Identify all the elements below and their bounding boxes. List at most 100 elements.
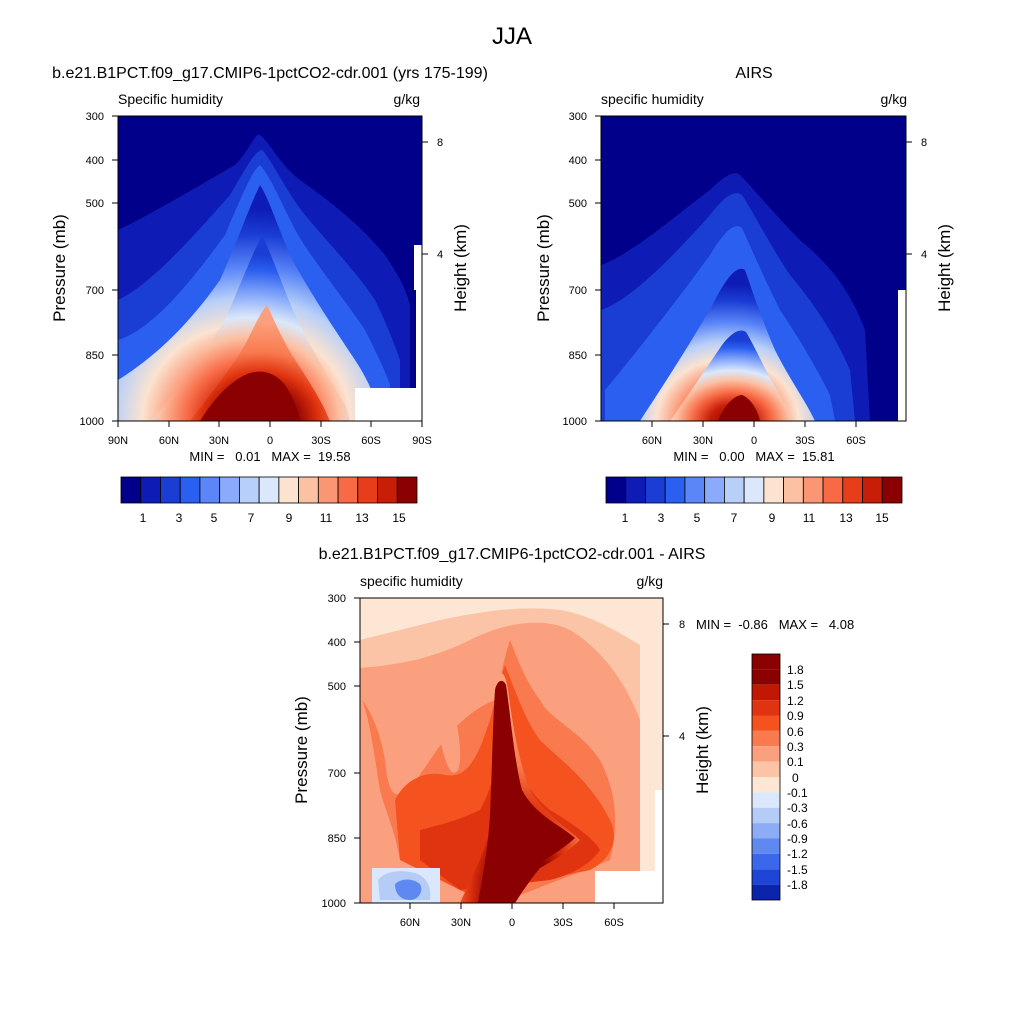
panel-model: b.e21.B1PCT.f09_g17.CMIP6-1pctCO2-cdr.00… — [50, 65, 488, 525]
panel-diff: b.e21.B1PCT.f09_g17.CMIP6-1pctCO2-cdr.00… — [292, 546, 854, 929]
colorbar-swatch — [752, 807, 780, 824]
y-axis-label: Pressure (mb) — [50, 214, 69, 322]
colorbar-swatch — [752, 761, 780, 777]
panel-diff-y2-axis: 8 4 Height (km) — [663, 619, 712, 794]
colorbar-swatch — [238, 476, 260, 504]
y-tick-label: 500 — [569, 198, 587, 210]
colorbar-label: 13 — [839, 511, 853, 525]
colorbar-label: 1.2 — [787, 694, 804, 708]
colorbar-swatch — [783, 476, 804, 504]
colorbar-swatch — [396, 476, 418, 504]
y-tick-label: 700 — [328, 768, 346, 780]
colorbar-swatch — [752, 669, 780, 685]
colorbar-swatch — [743, 476, 765, 504]
y-tick-label: 1000 — [563, 416, 587, 428]
colorbar-swatch — [881, 476, 903, 504]
y-axis-label: Pressure (mb) — [292, 696, 311, 804]
y-tick-label: 700 — [569, 285, 587, 297]
y-tick-label: 700 — [86, 285, 104, 297]
colorbar-airs: 1 3 5 7 9 11 13 15 — [605, 476, 903, 525]
colorbar-swatch — [199, 476, 221, 504]
colorbar-label: 5 — [211, 511, 218, 525]
colorbar-swatch — [179, 476, 201, 504]
y-tick-label: 300 — [86, 111, 104, 123]
colorbar-swatch — [140, 476, 161, 504]
panel-model-y2-axis: 8 4 Height (km) — [422, 137, 470, 312]
colorbar-label: -1.5 — [787, 863, 808, 877]
colorbar-swatch — [802, 476, 824, 504]
y-tick-label: 850 — [569, 350, 587, 362]
colorbar-swatch — [357, 476, 378, 504]
colorbar-label: -1.8 — [787, 878, 808, 892]
x-tick-label: 60S — [361, 435, 381, 447]
panel-airs-y2-axis: 8 4 Height (km) — [906, 137, 954, 312]
y-tick-label: 400 — [86, 155, 104, 167]
panel-airs-title: AIRS — [735, 65, 772, 82]
x-tick-label: 60N — [642, 435, 662, 447]
colorbar-swatch — [704, 476, 725, 504]
x-tick-label: 60S — [846, 435, 866, 447]
panel-diff-left-label: specific humidity — [360, 573, 463, 589]
panel-airs-left-label: specific humidity — [601, 91, 704, 107]
panel-model-left-label: Specific humidity — [118, 91, 223, 107]
y-tick-label: 850 — [86, 350, 104, 362]
panel-diff-x-axis: 60N 30N 0 30S 60S — [400, 903, 624, 929]
colorbar-swatch — [822, 476, 844, 504]
colorbar-swatch — [337, 476, 359, 504]
colorbar-swatch — [752, 684, 780, 701]
colorbar-swatch — [752, 869, 780, 885]
colorbar-label: 11 — [320, 511, 333, 525]
panel-diff-stats: MIN = -0.86 MAX = 4.08 — [696, 617, 854, 632]
panel-model-title: b.e21.B1PCT.f09_g17.CMIP6-1pctCO2-cdr.00… — [52, 65, 488, 82]
x-tick-label: 0 — [509, 917, 515, 929]
colorbar-swatch — [752, 715, 780, 731]
panel-diff-title: b.e21.B1PCT.f09_g17.CMIP6-1pctCO2-cdr.00… — [319, 546, 706, 563]
colorbar-label: -0.1 — [787, 786, 808, 800]
panel-airs-y-axis: 300 400 500 700 850 1000 Pressure (mb) — [534, 111, 601, 428]
panel-airs-plot-area — [600, 115, 907, 422]
colorbar-label: 13 — [355, 511, 369, 525]
panel-diff-plot-area — [359, 597, 664, 904]
colorbar-swatch — [298, 476, 319, 504]
colorbar-label: 15 — [392, 511, 406, 525]
y2-tick-label: 4 — [437, 249, 443, 261]
colorbar-label: 0 — [792, 771, 799, 785]
colorbar-label: -0.9 — [787, 832, 808, 846]
panel-model-y-axis: 300 400 500 700 850 1000 Pressure (mb) — [50, 111, 118, 428]
y-tick-label: 300 — [569, 111, 587, 123]
colorbar-swatch — [752, 730, 780, 747]
colorbar-swatch — [258, 476, 280, 504]
x-tick-label: 0 — [267, 435, 273, 447]
y-tick-label: 500 — [86, 198, 104, 210]
panel-model-right-label: g/kg — [394, 91, 420, 107]
colorbar-swatch — [278, 476, 300, 504]
panel-diff-y-axis: 300 400 500 700 850 1000 Pressure (mb) — [292, 593, 360, 910]
colorbar-diff: 1.8 1.5 1.2 0.9 0.6 0.3 0.1 0 -0.1 -0.3 … — [751, 653, 808, 901]
colorbar-swatch — [752, 823, 780, 839]
colorbar-swatch — [724, 476, 745, 504]
colorbar-swatches — [120, 476, 418, 504]
x-tick-label: 0 — [751, 435, 757, 447]
y2-axis-label: Height (km) — [935, 224, 954, 312]
colorbar-swatch — [752, 853, 780, 870]
x-tick-label: 60S — [604, 917, 624, 929]
colorbar-label: 1.5 — [787, 678, 804, 692]
y2-tick-label: 4 — [679, 731, 685, 743]
colorbar-swatch — [752, 654, 780, 670]
colorbar-swatch — [317, 476, 339, 504]
colorbar-swatch — [752, 746, 780, 762]
colorbar-swatch — [752, 777, 780, 793]
y-tick-label: 1000 — [80, 416, 104, 428]
colorbar-label: 9 — [286, 511, 293, 525]
x-tick-label: 30N — [209, 435, 229, 447]
colorbar-label: 0.9 — [787, 709, 804, 723]
panel-model-stats: MIN = 0.01 MAX = 19.58 — [189, 449, 350, 464]
colorbar-label: 1.8 — [787, 663, 804, 677]
x-tick-label: 30N — [451, 917, 471, 929]
colorbar-label: 3 — [658, 511, 665, 525]
colorbar-swatch — [664, 476, 686, 504]
y-tick-label: 850 — [328, 833, 346, 845]
panel-airs-right-label: g/kg — [881, 91, 907, 107]
colorbar-label: -1.2 — [787, 847, 808, 861]
colorbar-label: 5 — [694, 511, 701, 525]
